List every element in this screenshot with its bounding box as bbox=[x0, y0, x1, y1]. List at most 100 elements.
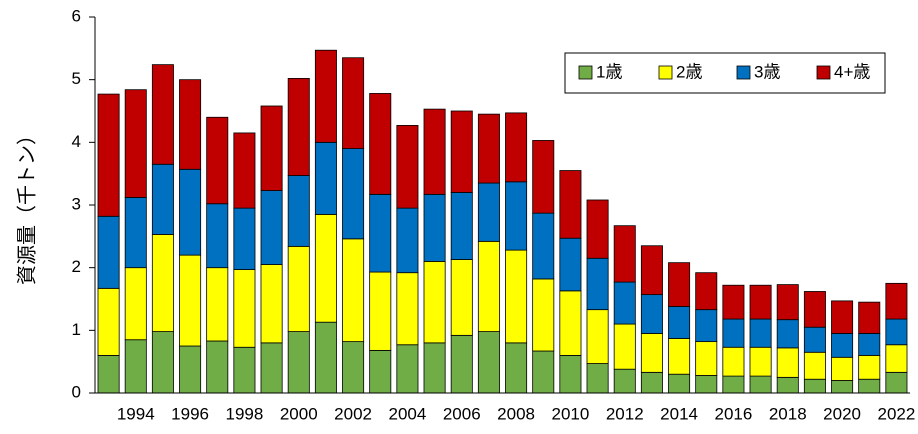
bar-segment bbox=[314, 321, 337, 394]
legend-label: 1歳 bbox=[596, 62, 622, 81]
bar-segment bbox=[151, 331, 174, 394]
bar-segment bbox=[885, 318, 908, 346]
bar-segment bbox=[396, 272, 419, 346]
x-tick-label: 2008 bbox=[497, 404, 535, 423]
bar-segment bbox=[803, 291, 826, 328]
bar-segment bbox=[586, 363, 609, 394]
bar-segment bbox=[749, 318, 772, 348]
bar-segment bbox=[668, 306, 691, 339]
bar-segment bbox=[179, 345, 202, 394]
bar-segment bbox=[803, 326, 826, 353]
bar-segment bbox=[749, 284, 772, 320]
bar-segment bbox=[314, 49, 337, 143]
legend-swatch bbox=[736, 65, 751, 80]
legend-label: 4+歳 bbox=[834, 62, 870, 81]
bar-segment bbox=[124, 89, 147, 198]
bar-segment bbox=[695, 341, 718, 376]
bar-segment bbox=[369, 193, 392, 273]
x-tick-label: 1998 bbox=[226, 404, 264, 423]
bar-segment bbox=[179, 168, 202, 256]
bar-segment bbox=[342, 57, 365, 150]
bar-segment bbox=[505, 249, 528, 344]
bar-segment bbox=[369, 271, 392, 351]
y-tick-label: 2 bbox=[72, 257, 81, 276]
y-axis-label: 資源量（千トン） bbox=[15, 125, 38, 285]
bar-segment bbox=[124, 267, 147, 341]
bar-segment bbox=[314, 141, 337, 215]
bar-segment bbox=[803, 378, 826, 394]
bar-segment bbox=[858, 333, 881, 356]
bar-segment bbox=[151, 234, 174, 332]
bar-segment bbox=[396, 207, 419, 274]
bar-segment bbox=[668, 262, 691, 307]
bar-segment bbox=[885, 282, 908, 320]
bar-segment bbox=[396, 344, 419, 394]
y-tick-label: 0 bbox=[72, 382, 81, 401]
bar-segment bbox=[233, 346, 256, 394]
bar-segment bbox=[613, 368, 636, 394]
x-tick-label: 2022 bbox=[878, 404, 916, 423]
x-tick-label: 2002 bbox=[334, 404, 372, 423]
bar-segment bbox=[640, 294, 663, 334]
bar-segment bbox=[695, 375, 718, 394]
y-tick-label: 1 bbox=[72, 320, 81, 339]
bar-segment bbox=[477, 331, 500, 394]
bar-segment bbox=[668, 373, 691, 394]
bar-segment bbox=[640, 333, 663, 373]
bar-segment bbox=[749, 346, 772, 377]
bar-segment bbox=[97, 287, 120, 356]
x-tick-label: 2012 bbox=[606, 404, 644, 423]
legend: 1歳 2歳 3歳 4+歳 bbox=[564, 52, 886, 94]
bar-segment bbox=[179, 254, 202, 347]
x-tick-label: 2004 bbox=[389, 404, 427, 423]
bar-segment bbox=[233, 207, 256, 270]
x-tick-label: 2000 bbox=[280, 404, 318, 423]
bar-segment bbox=[722, 375, 745, 394]
bar-segment bbox=[423, 260, 446, 344]
bar-segment bbox=[97, 93, 120, 217]
bar-segment bbox=[314, 213, 337, 323]
bar-segment bbox=[559, 290, 582, 356]
x-tick-label: 2016 bbox=[715, 404, 753, 423]
bar-segment bbox=[505, 112, 528, 183]
bar-segment bbox=[287, 245, 310, 332]
bar-segment bbox=[151, 64, 174, 165]
bar-segment bbox=[858, 301, 881, 334]
bar-segment bbox=[287, 78, 310, 176]
bar-segment bbox=[613, 323, 636, 370]
x-tick-label: 1996 bbox=[171, 404, 209, 423]
bar-segment bbox=[505, 181, 528, 251]
bar-segment bbox=[695, 309, 718, 343]
bar-segment bbox=[179, 79, 202, 170]
y-tick-label: 5 bbox=[72, 69, 81, 88]
bar-segment bbox=[831, 300, 854, 334]
bar-segment bbox=[586, 199, 609, 259]
bar-segment bbox=[749, 375, 772, 394]
bar-segment bbox=[124, 339, 147, 394]
bar-segment bbox=[559, 170, 582, 239]
bar-segment bbox=[477, 182, 500, 242]
bar-segment bbox=[559, 237, 582, 292]
bar-segment bbox=[722, 284, 745, 320]
bar-segment bbox=[532, 212, 555, 280]
bar-segment bbox=[342, 238, 365, 343]
bar-segment bbox=[233, 269, 256, 348]
bar-segment bbox=[260, 342, 283, 394]
bar-segment bbox=[450, 192, 473, 260]
bar-segment bbox=[776, 284, 799, 321]
legend-swatch bbox=[816, 65, 831, 80]
bar-segment bbox=[260, 105, 283, 191]
bar-segment bbox=[260, 264, 283, 344]
y-tick-label: 6 bbox=[72, 6, 81, 25]
bar-segment bbox=[450, 259, 473, 336]
y-tick-label: 4 bbox=[72, 132, 81, 151]
bar-segment bbox=[450, 334, 473, 394]
bar-segment bbox=[613, 225, 636, 283]
bar-segment bbox=[858, 354, 881, 380]
bar-segment bbox=[776, 347, 799, 378]
bar-segment bbox=[423, 108, 446, 195]
bar-segment bbox=[831, 333, 854, 358]
legend-label: 3歳 bbox=[754, 62, 780, 81]
bar-segment bbox=[206, 267, 229, 342]
